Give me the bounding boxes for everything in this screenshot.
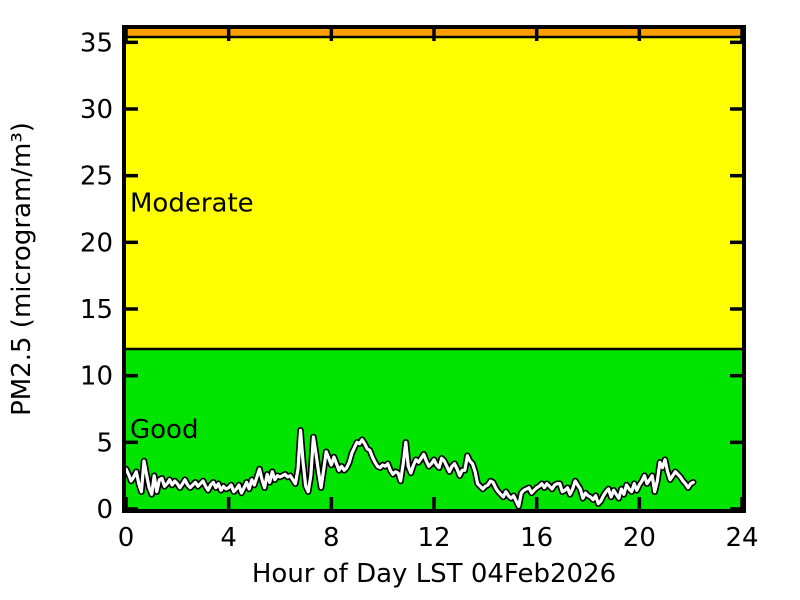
x-tick-label: 24 [725, 523, 758, 553]
band-label-moderate: Moderate [130, 188, 254, 218]
x-tick-label: 20 [623, 523, 656, 553]
y-tick-label: 30 [80, 95, 113, 125]
pm25-line [124, 428, 695, 508]
x-tick-label: 8 [323, 523, 340, 553]
y-tick-label: 35 [80, 28, 113, 58]
y-axis-label: PM2.5 (microgram/m³) [7, 122, 37, 416]
y-tick-label: 0 [96, 495, 113, 525]
x-axis-label: Hour of Day LST 04Feb2026 [252, 559, 616, 589]
x-tick-label: 0 [118, 523, 135, 553]
y-tick-label: 25 [80, 162, 113, 192]
x-tick-label: 12 [417, 523, 450, 553]
aqi-band-moderate [126, 37, 742, 349]
band-label-good: Good [130, 415, 198, 445]
y-tick-label: 20 [80, 228, 113, 258]
x-tick-label: 16 [520, 523, 553, 553]
y-tick-label: 5 [96, 428, 113, 458]
x-tick-label: 4 [220, 523, 237, 553]
y-tick-label: 15 [80, 295, 113, 325]
y-tick-label: 10 [80, 362, 113, 392]
